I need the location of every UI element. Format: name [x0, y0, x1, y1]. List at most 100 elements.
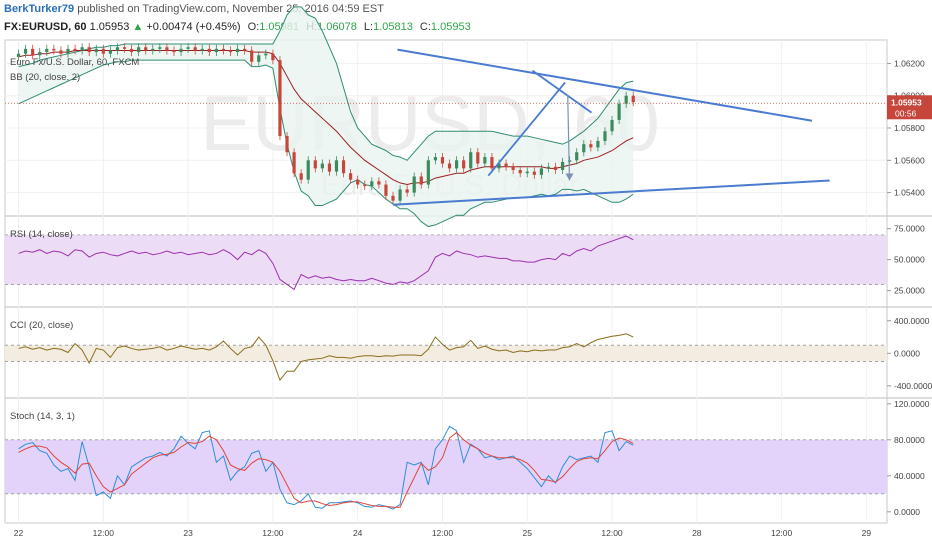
candle-body — [504, 163, 508, 167]
price-legend-title: Euro Fx/U.S. Dollar, 60, FXCM — [10, 57, 139, 68]
candle-body — [518, 170, 522, 174]
cci-tick-label: 0.0000 — [894, 348, 920, 358]
publish-header: BerkTurker79 published on TradingView.co… — [4, 3, 384, 15]
x-tick-label: 12:00 — [93, 528, 115, 538]
candle-body — [172, 50, 176, 53]
candle-body — [94, 48, 98, 53]
close-label: C: — [419, 21, 431, 33]
candle-body — [137, 47, 141, 53]
candle-body — [405, 189, 409, 193]
candle-body — [447, 163, 452, 169]
candle-body — [341, 160, 346, 174]
x-tick-label: 12:00 — [262, 528, 284, 538]
up-arrow-icon: ▲ — [132, 21, 144, 33]
stoch-tick-label: 0.0000 — [894, 507, 920, 517]
candle-body — [334, 160, 339, 172]
candle-body — [59, 50, 63, 54]
ohlc-header: FX:EURUSD, 60 1.05953 ▲ +0.00474 (+0.45%… — [4, 21, 471, 33]
rsi-tick-label: 75.0000 — [894, 224, 925, 234]
candle-body — [264, 53, 268, 56]
bb-upper-line — [18, 6, 634, 161]
candle-body — [115, 47, 120, 51]
x-tick-label: 28 — [692, 528, 702, 538]
candle-body — [306, 160, 310, 180]
candle-body — [87, 47, 91, 53]
candle-body — [603, 131, 607, 141]
stoch-tick-label: 80.0000 — [894, 435, 925, 445]
candle-body — [384, 184, 388, 196]
arrow-down-icon — [565, 173, 574, 181]
stoch-panel-label: Stoch (14, 3, 1) — [10, 411, 75, 422]
rsi-line — [18, 235, 634, 291]
candle-body — [525, 171, 529, 174]
candle-body — [320, 163, 324, 169]
candle-body — [165, 47, 169, 51]
current-price-label: 1.05953 — [891, 97, 922, 107]
candle-body — [257, 55, 261, 62]
candle-body — [45, 48, 49, 53]
candle-body — [553, 166, 558, 170]
candle-body — [624, 95, 628, 104]
stoch-tick-label: 40.0000 — [894, 471, 925, 481]
candle-body — [108, 50, 112, 54]
candle-body — [469, 152, 473, 169]
cci-line — [18, 333, 634, 382]
candle-body — [490, 157, 494, 169]
candle-body — [539, 168, 543, 175]
trendline-lower — [393, 179, 830, 206]
candle-body — [292, 152, 296, 174]
candle-body — [23, 48, 28, 54]
stoch-k-line — [18, 425, 634, 510]
candle-body — [214, 48, 218, 53]
x-tick-label: 12:00 — [601, 528, 623, 538]
candle-body — [511, 166, 515, 170]
candle-body — [31, 48, 35, 56]
candle-body — [129, 48, 134, 53]
candle-body — [575, 152, 579, 161]
candle-body — [631, 95, 635, 103]
candle-body — [497, 163, 501, 169]
author-link[interactable]: BerkTurker79 — [4, 3, 75, 15]
symbol-label[interactable]: FX:EURUSD, 60 — [4, 21, 87, 33]
low-value: 1.05813 — [373, 21, 413, 33]
candle-body — [377, 181, 381, 185]
high-value: 1.06078 — [317, 21, 357, 33]
candle-body — [476, 152, 480, 164]
candle-body — [38, 52, 42, 56]
rsi-tick-label: 25.0000 — [894, 286, 925, 296]
projection-arrow — [567, 94, 571, 181]
candle-body — [101, 48, 105, 54]
price-change: +0.00474 (+0.45%) — [146, 21, 241, 33]
candle-body — [235, 48, 240, 53]
price-tick-label: 1.05800 — [894, 123, 925, 133]
bar-countdown-label: 00:56 — [895, 108, 917, 118]
candle-body — [589, 144, 593, 148]
candle-body — [349, 173, 353, 180]
bb-band-fill — [18, 6, 634, 227]
candle-body — [221, 48, 226, 51]
trendline-upper — [397, 48, 813, 122]
cci-panel-label: CCI (20, close) — [10, 320, 73, 331]
published-text: published on TradingView.com, November 2… — [77, 3, 384, 15]
candle-body — [207, 48, 211, 53]
x-tick-label: 12:00 — [432, 528, 454, 538]
close-value: 1.05953 — [430, 21, 471, 33]
x-tick-label: 22 — [14, 528, 24, 538]
x-tick-label: 12:00 — [771, 528, 793, 538]
candle-body — [285, 136, 289, 153]
current-price-badge — [887, 95, 932, 120]
stoch-d-line — [18, 431, 634, 508]
x-tick-label: 29 — [862, 528, 872, 538]
candle-body — [419, 176, 423, 185]
candle-body — [313, 160, 317, 169]
low-label: L: — [363, 21, 374, 33]
candle-body — [200, 48, 204, 51]
candle-body — [462, 160, 466, 169]
stoch-tick-label: 120.0000 — [894, 399, 930, 409]
candle-body — [243, 48, 247, 51]
candle-body — [363, 184, 367, 187]
x-tick-label: 23 — [183, 528, 193, 538]
channel-up-line — [487, 81, 566, 177]
